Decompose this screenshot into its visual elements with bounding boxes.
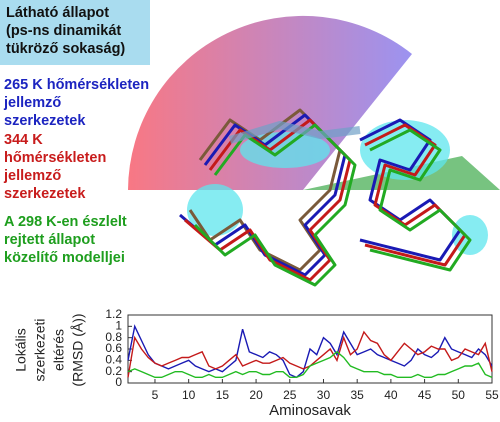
y-tick-label: 1.2 — [105, 307, 122, 321]
x-tick-label: 35 — [351, 388, 365, 402]
series-line — [128, 332, 492, 377]
page: {"panel": { "box": {"lines": ["Látható á… — [0, 0, 500, 422]
x-axis-label: Aminosavak — [269, 402, 351, 419]
y-axis-label: Lokális — [13, 328, 29, 372]
x-tick-label: 10 — [182, 388, 196, 402]
panel-label: közelítő modelljei — [4, 250, 125, 266]
y-axis-label: szerkezeti — [32, 318, 48, 381]
x-tick-label: 55 — [485, 388, 499, 402]
x-tick-label: 30 — [317, 388, 331, 402]
box-text: (ps-ns dinamikát — [6, 23, 121, 39]
panel-label: rejtett állapot — [4, 232, 95, 248]
x-tick-label: 20 — [249, 388, 263, 402]
x-tick-label: 25 — [283, 388, 297, 402]
series-line — [128, 352, 492, 378]
y-axis-label: (RMSD (Å)) — [70, 313, 86, 386]
panel-label: 344 K — [4, 132, 43, 148]
box-text: tükröző sokaság) — [6, 41, 125, 57]
x-tick-label: 5 — [152, 388, 159, 402]
x-tick-label: 40 — [384, 388, 398, 402]
panel-label: 265 K hőmérsékleten — [4, 77, 149, 93]
panel-label: jellemző — [3, 168, 61, 184]
panel-label: jellemző — [3, 95, 61, 111]
x-tick-label: 15 — [216, 388, 230, 402]
x-tick-label: 45 — [418, 388, 432, 402]
panel-label: hőmérsékleten — [4, 150, 106, 166]
panel-label: A 298 K-en észlelt — [4, 214, 127, 230]
y-axis-label: eltérés — [51, 329, 67, 371]
x-tick-label: 50 — [452, 388, 466, 402]
panel-label: szerkezetek — [4, 113, 86, 129]
box-text: Látható állapot — [6, 5, 109, 21]
figure: Látható állapot (ps-ns dinamikát tükröző s… — [0, 0, 500, 422]
panel-label: szerkezetek — [4, 186, 86, 202]
series-line — [128, 326, 492, 377]
